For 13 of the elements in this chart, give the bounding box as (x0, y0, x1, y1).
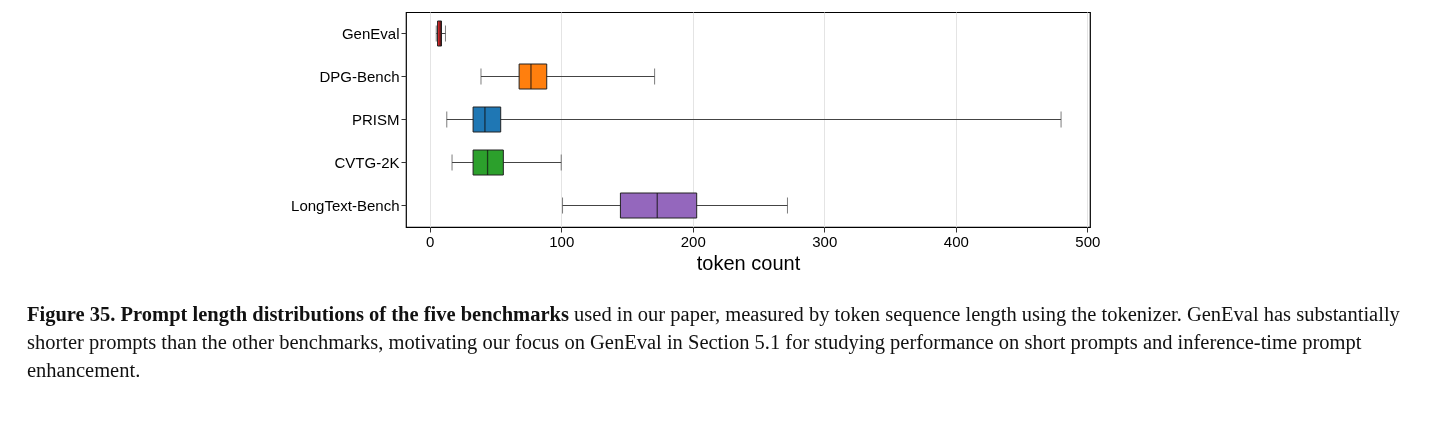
y-tick-label: CVTG-2K (334, 153, 400, 171)
x-tick-label: 500 (1075, 232, 1101, 250)
x-tick-label: 200 (680, 232, 706, 250)
x-axis-title: token count (696, 251, 801, 274)
x-tick-label: 100 (549, 232, 575, 250)
text: Figure 35. Prompt length distributions of the five benchmarks (27, 303, 569, 325)
x-tick-label: 0 (426, 232, 435, 250)
y-tick-label: GenEval (341, 24, 400, 42)
y-tick-label: LongText-Bench (291, 196, 400, 214)
x-tick-label: 300 (812, 232, 838, 250)
y-tick-label: PRISM (351, 110, 400, 128)
y-tick-label: DPG-Bench (319, 67, 400, 85)
x-tick-label: 400 (943, 232, 969, 250)
